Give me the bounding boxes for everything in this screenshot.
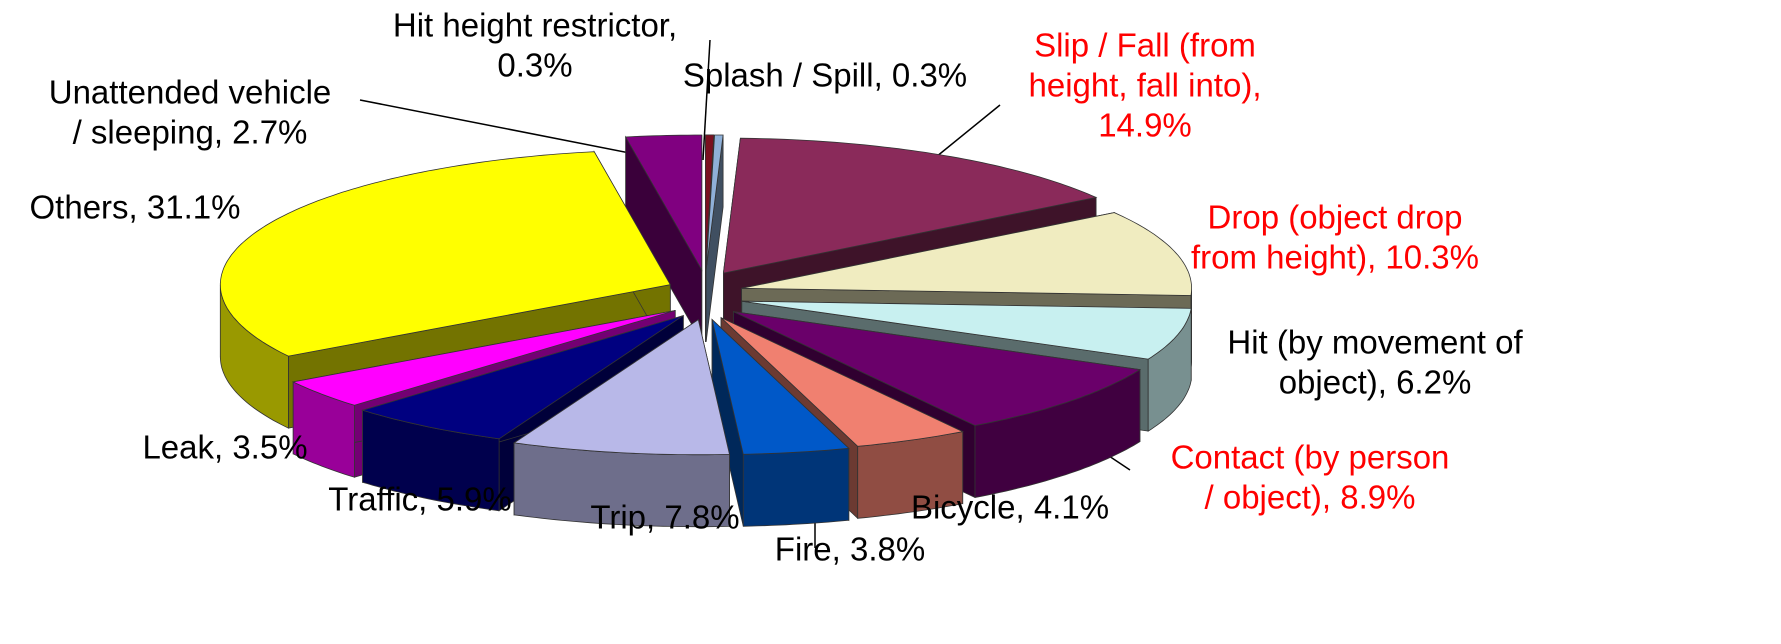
slice-top xyxy=(733,311,1142,426)
leader-line xyxy=(359,99,641,156)
slice-label: Slip / Fall (from xyxy=(1034,27,1256,64)
slice-label: / sleeping, 2.7% xyxy=(73,114,308,151)
slice-label: / object), 8.9% xyxy=(1205,479,1416,516)
slice-label: from height), 10.3% xyxy=(1191,239,1479,276)
slice-top xyxy=(219,151,671,357)
slice-label: Drop (object drop xyxy=(1208,199,1463,236)
slice-wall xyxy=(742,447,850,527)
slice-label: object), 6.2% xyxy=(1279,364,1472,401)
slice-label: Bicycle, 4.1% xyxy=(911,489,1109,526)
slice-label: Leak, 3.5% xyxy=(142,429,307,466)
slice-label: height, fall into), xyxy=(1029,67,1262,104)
pie xyxy=(219,134,1192,528)
slice xyxy=(705,134,724,342)
slice-top xyxy=(291,310,676,406)
slice-top xyxy=(741,212,1192,296)
slice-label: 14.9% xyxy=(1098,107,1192,144)
slice-label: Contact (by person xyxy=(1171,439,1450,476)
slice xyxy=(624,134,703,344)
slice xyxy=(512,318,731,528)
slice-label: Hit (by movement of xyxy=(1227,324,1523,361)
slice-label: Others, 31.1% xyxy=(30,189,241,226)
slice-label: Traffic, 5.9% xyxy=(328,481,511,518)
slice-top xyxy=(722,137,1098,274)
slice xyxy=(711,318,850,527)
slice-top xyxy=(705,134,724,270)
slice-label: Trip, 7.8% xyxy=(590,499,739,536)
slice-label: 0.3% xyxy=(497,47,572,84)
slice-top xyxy=(705,134,715,270)
slice-label: Fire, 3.8% xyxy=(775,531,925,568)
slice-top xyxy=(512,319,731,456)
slice-label: Hit height restrictor, xyxy=(393,7,677,44)
slice-top xyxy=(711,318,850,455)
slice-label: Splash / Spill, 0.3% xyxy=(683,57,967,94)
labels: Hit height restrictor,0.3% Splash / Spill… xyxy=(30,7,1524,568)
slice-top xyxy=(361,315,684,440)
slice-top xyxy=(720,317,964,447)
slice-top xyxy=(741,300,1192,360)
leader-line xyxy=(702,39,711,161)
slice-top xyxy=(624,134,703,272)
slice-label: Unattended vehicle xyxy=(49,74,332,111)
